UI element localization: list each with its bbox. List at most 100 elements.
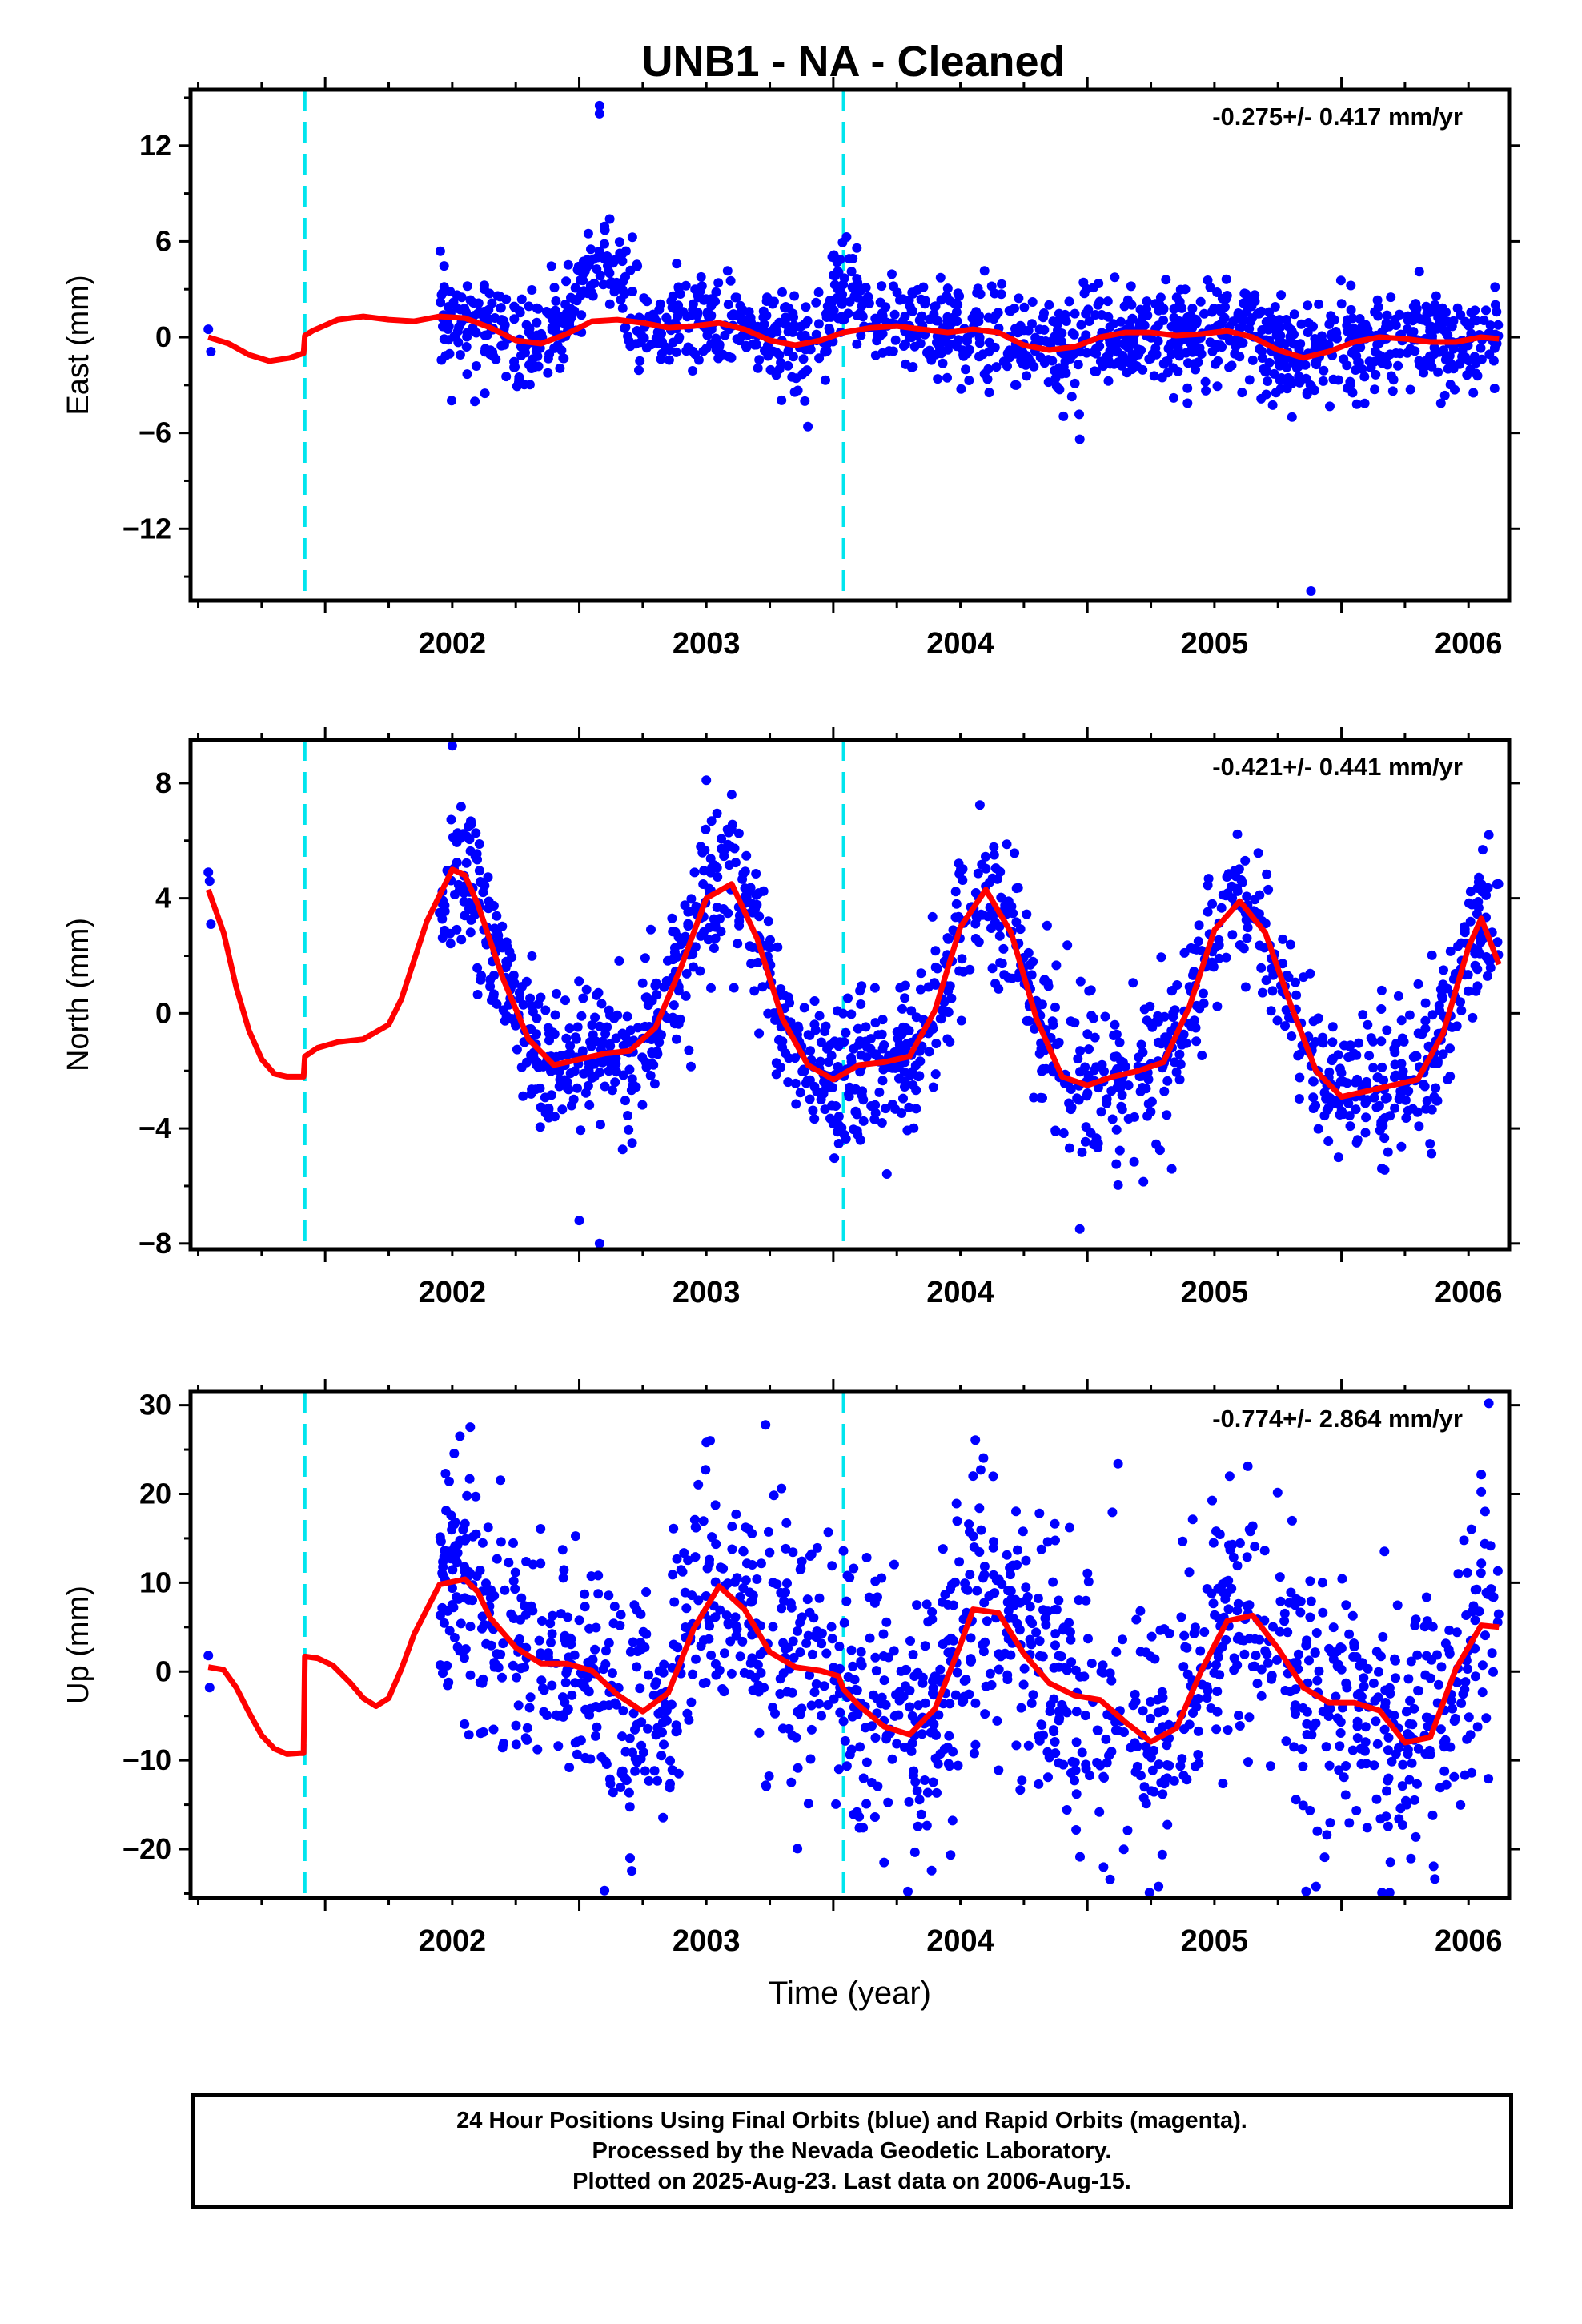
data-point [466,915,476,925]
data-point [711,287,721,297]
data-point [853,1039,864,1050]
data-point [611,1033,621,1043]
data-point [1376,1117,1387,1128]
data-point [1034,1779,1044,1789]
footer-line-3: Plotted on 2025-Aug-23. Last data on 200… [572,2169,1131,2194]
data-point [460,1593,470,1603]
data-point [676,1565,686,1575]
data-point [1323,1136,1334,1146]
data-point [687,1590,697,1601]
data-point [1178,1771,1189,1781]
data-point [632,326,642,336]
data-point [784,1723,794,1734]
data-point [871,1049,881,1059]
data-point [855,986,865,996]
data-point [922,1787,933,1798]
data-point [493,931,504,941]
data-point [1349,1638,1359,1648]
data-point [518,1091,528,1101]
data-point [738,1546,749,1557]
data-point [1093,1725,1103,1735]
data-point [1344,1041,1355,1051]
data-point [688,366,698,376]
data-point [624,1037,634,1047]
data-point [1413,1743,1423,1754]
data-point [889,309,900,320]
data-point [1387,1756,1397,1767]
data-point [1011,1506,1021,1517]
data-point [833,1764,844,1775]
data-point [1028,1690,1038,1700]
data-point [870,1018,881,1028]
data-point [1182,398,1193,408]
data-point [1276,290,1287,300]
data-point [1141,1084,1151,1094]
data-point [817,1711,826,1721]
data-point [632,1023,643,1033]
data-point [518,999,528,1010]
data-point [1235,352,1245,362]
data-point [1481,305,1491,316]
data-point [827,1634,837,1644]
data-point [1449,1771,1460,1782]
data-point [1285,1687,1295,1697]
data-point [772,1579,782,1590]
data-point [1422,1651,1431,1661]
data-point [583,1657,593,1667]
data-point [881,1104,891,1114]
data-point [741,850,752,861]
data-point [950,1690,961,1700]
data-point [672,259,682,269]
data-point [942,316,953,326]
data-point [1263,884,1274,895]
data-point [634,365,644,376]
data-point [1208,1538,1219,1548]
data-point [683,1555,693,1566]
data-point [474,839,484,849]
data-point [492,911,502,921]
data-point [1280,1021,1290,1031]
data-point [877,1015,888,1025]
data-point [1244,1634,1255,1644]
data-point [898,1691,909,1702]
data-point [525,1692,536,1703]
data-point [1413,1686,1423,1695]
x-tick-label: 2004 [926,627,994,661]
data-point [1310,357,1320,368]
data-point [1327,332,1337,342]
data-point [624,1802,635,1812]
data-point [446,814,456,825]
data-point [1098,1771,1109,1782]
data-point [1207,1495,1217,1506]
data-point [801,302,811,312]
data-point [1339,1109,1349,1120]
data-point [1243,1757,1253,1767]
data-point [570,283,580,293]
data-point [479,284,489,295]
data-point [1232,1606,1243,1616]
data-point [1163,344,1174,354]
data-point [468,1595,477,1606]
data-point [801,1638,812,1648]
data-point [448,1565,458,1575]
data-point [1094,341,1105,352]
data-point [710,1659,721,1669]
data-point [1380,1093,1391,1104]
data-point [1147,1022,1158,1032]
data-point [588,254,599,264]
data-point [1324,1067,1335,1077]
data-point [727,1544,737,1554]
data-point [1011,883,1022,894]
data-point [1052,319,1062,329]
data-point [1291,1658,1302,1668]
data-point [1212,381,1223,392]
data-point [620,323,630,333]
data-point [1467,1767,1477,1778]
data-point [557,1545,568,1555]
data-point [1335,1728,1346,1738]
data-point [1070,1775,1079,1786]
data-point [455,1431,465,1441]
data-point [1037,999,1047,1010]
data-point [569,295,580,304]
